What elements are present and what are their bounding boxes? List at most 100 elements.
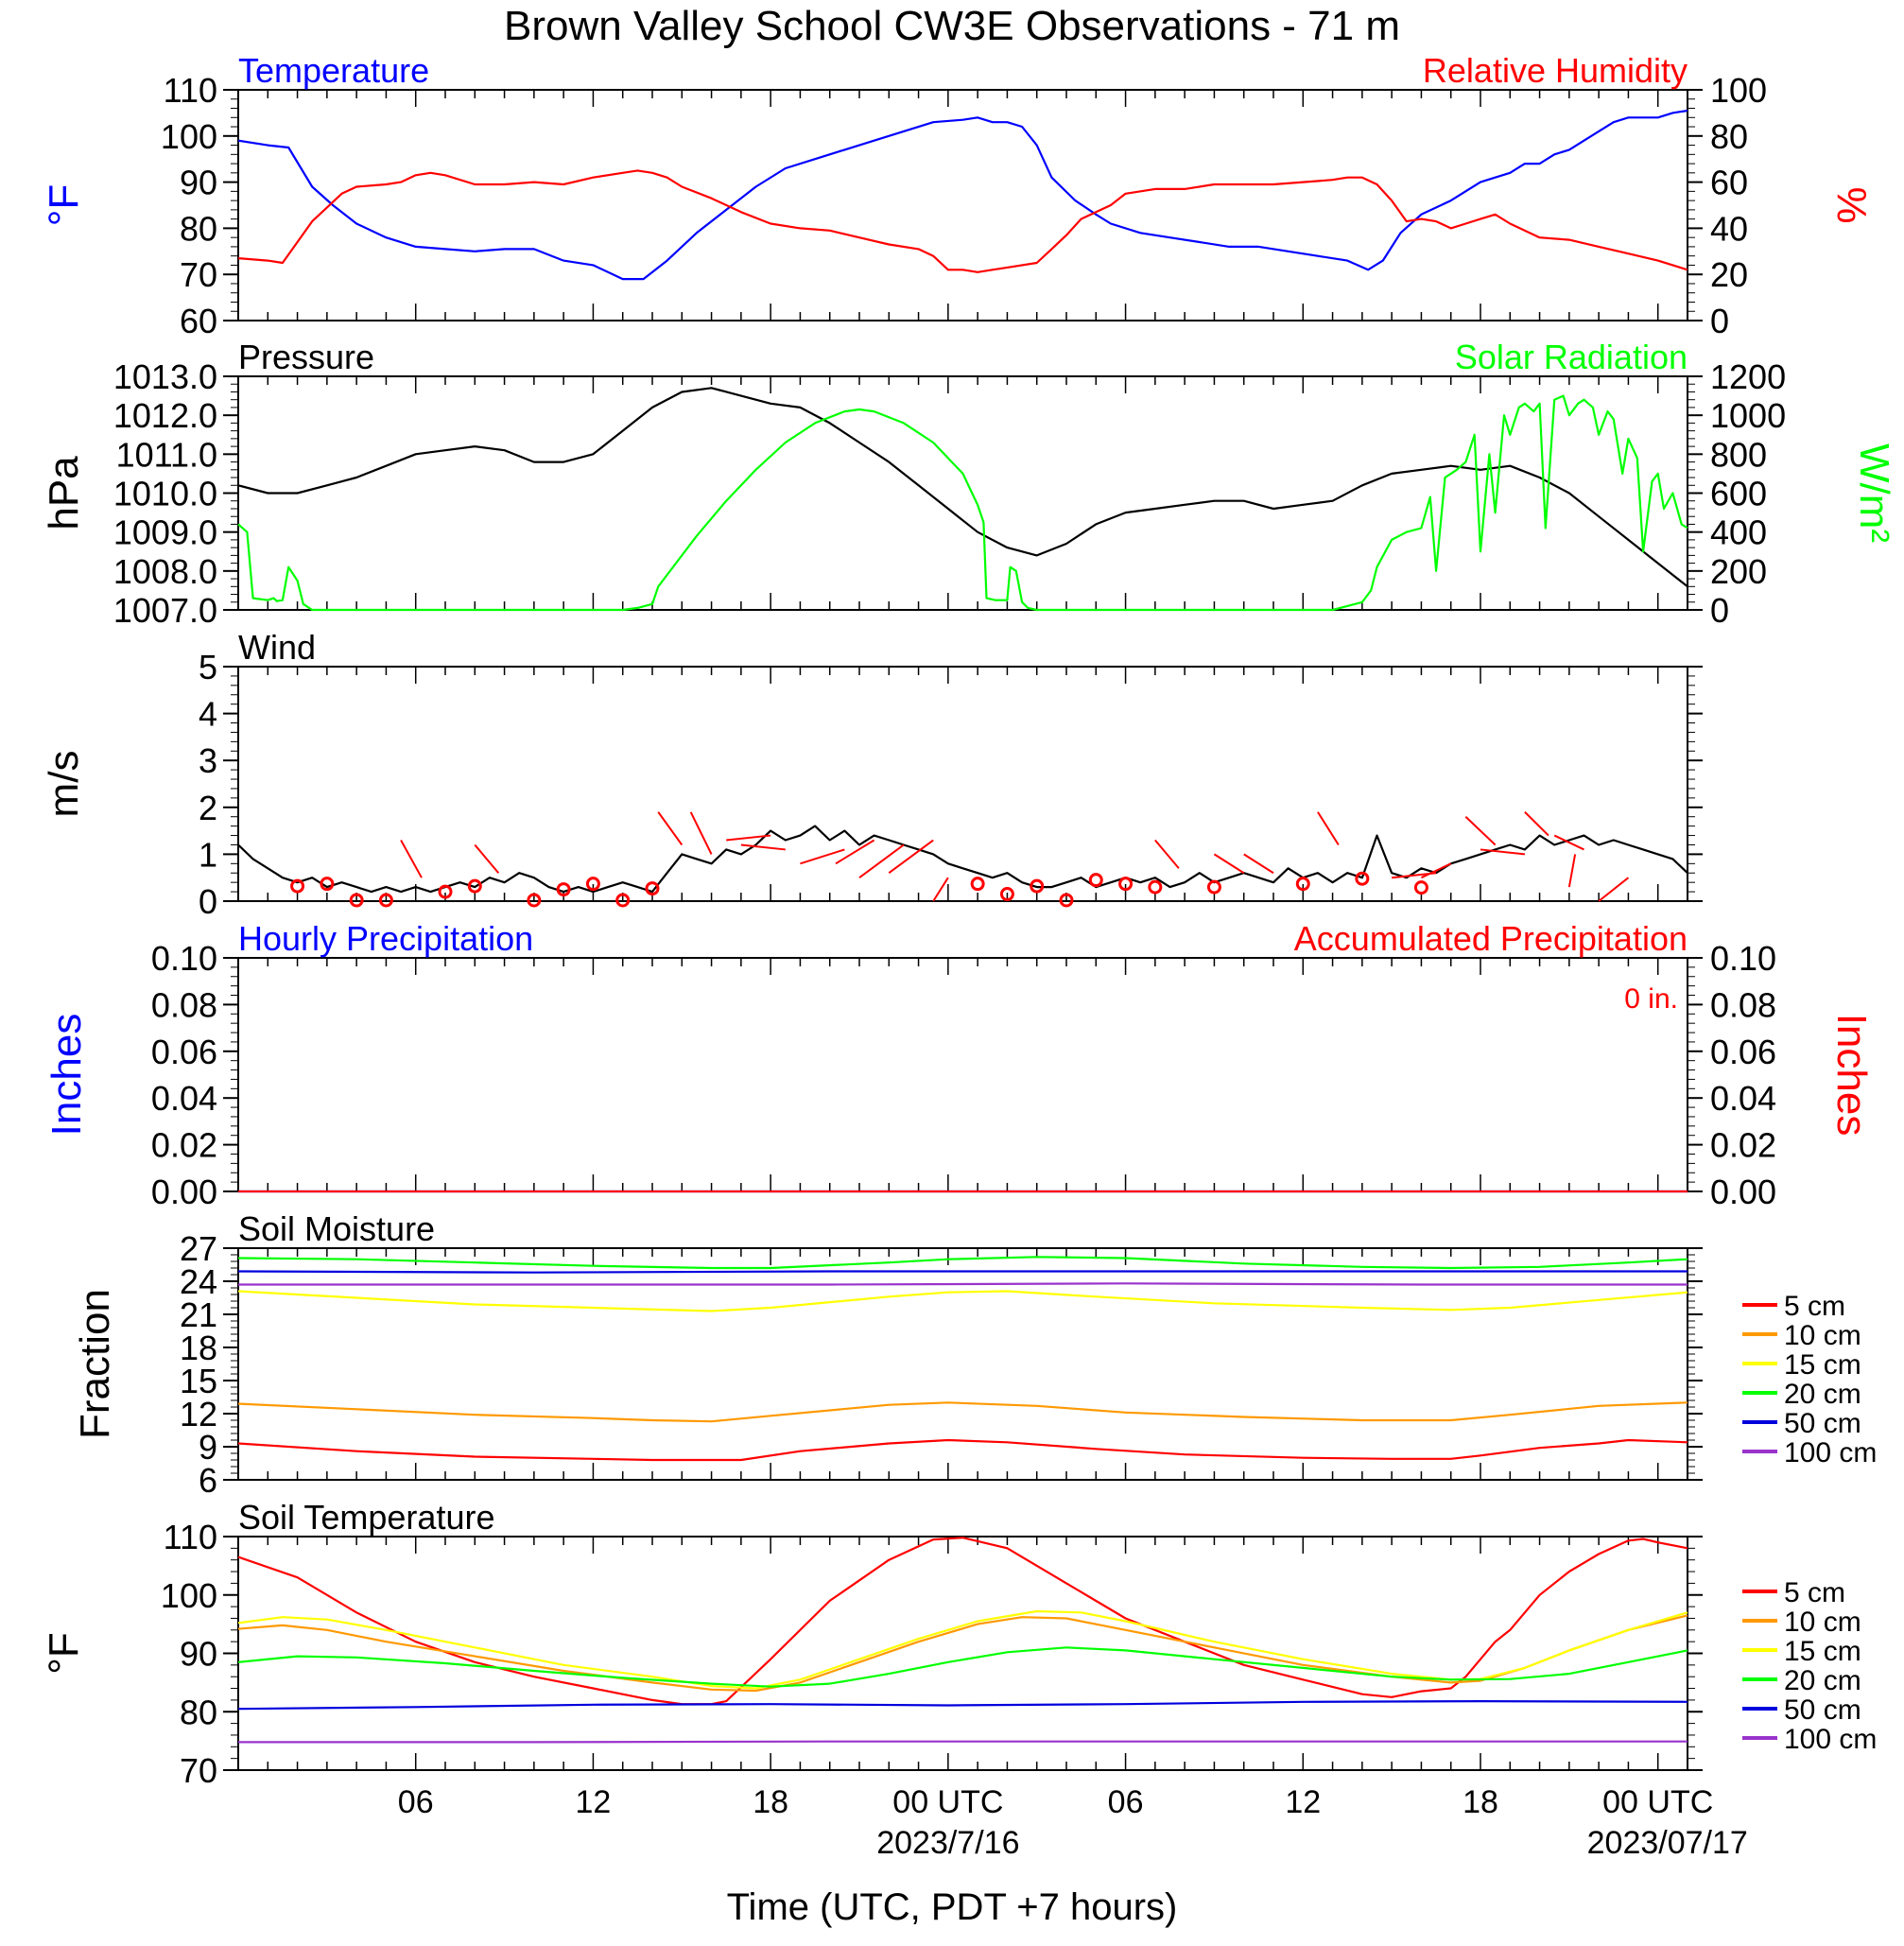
wind-barb — [689, 811, 713, 855]
panel-wind: 0 1 2 3 4 5 Wind m/s — [41, 628, 1703, 921]
y-right-tick-label: 0.10 — [1710, 939, 1776, 978]
wind-barb — [932, 877, 949, 902]
panel-title-right: Solar Radiation — [1455, 338, 1688, 376]
y-axis-label-left: hPa — [41, 456, 87, 530]
y-tick-label: 70 — [180, 1751, 217, 1790]
calm-wind-marker — [320, 877, 335, 892]
y-right-tick-label: 80 — [1710, 117, 1748, 156]
calm-wind-marker — [1118, 877, 1134, 892]
calm-wind-marker — [1059, 893, 1074, 908]
y-tick-label: 110 — [164, 1518, 217, 1556]
calm-wind-marker — [438, 884, 453, 899]
y-tick-label: 21 — [180, 1295, 217, 1334]
y-tick-label: 80 — [180, 209, 217, 248]
calm-wind-marker — [585, 877, 600, 892]
x-tick-label: 18 — [1463, 1784, 1498, 1820]
calm-wind-marker — [1295, 877, 1310, 892]
wind-barb — [1243, 853, 1274, 875]
calm-wind-marker — [556, 882, 571, 897]
y-right-tick-label: 0 — [1710, 302, 1729, 340]
y-tick-label: 0.04 — [151, 1079, 217, 1118]
y-tick-label: 90 — [180, 164, 217, 202]
y-tick-label: 2 — [199, 789, 217, 827]
series-line-temperature — [237, 109, 1688, 281]
x-tick-label: 00 UTC — [1602, 1784, 1713, 1820]
y-right-tick-label: 0.08 — [1710, 985, 1776, 1024]
y-axis-label-left: Fraction — [72, 1289, 118, 1439]
plot-frame — [237, 89, 1688, 321]
series-line-20-cm — [237, 1646, 1688, 1688]
series-line-15-cm — [237, 1290, 1688, 1312]
series-line-50-cm — [237, 1270, 1688, 1274]
series-line-5-cm — [237, 1438, 1688, 1462]
y-tick-label: 60 — [180, 302, 217, 340]
y-right-tick-label: 60 — [1710, 164, 1748, 202]
y-tick-label: 24 — [180, 1262, 217, 1301]
y-right-tick-label: 40 — [1710, 209, 1748, 248]
series-line-10-cm — [237, 1401, 1688, 1423]
calm-wind-marker — [527, 893, 542, 908]
y-axis-label-left: °F — [41, 1632, 87, 1674]
wind-barb — [474, 843, 500, 874]
series-line-5-cm — [237, 1537, 1688, 1706]
calm-wind-marker — [645, 881, 660, 896]
series-line-solar-radiation — [237, 394, 1688, 612]
wind-barb — [858, 843, 905, 879]
y-axis-label-right: % — [1828, 186, 1875, 223]
wind-barb — [1567, 854, 1577, 888]
series-line-20-cm — [237, 1256, 1688, 1270]
legend-label: 100 cm — [1784, 1724, 1877, 1755]
y-tick-label: 5 — [199, 648, 217, 686]
calm-wind-marker — [1355, 871, 1370, 886]
y-right-tick-label: 1000 — [1710, 396, 1786, 435]
calm-wind-marker — [1413, 880, 1428, 895]
panel-title-left: Soil Moisture — [238, 1209, 435, 1248]
series-line-pressure — [237, 387, 1688, 588]
x-tick-label: 06 — [1108, 1784, 1144, 1820]
legend-label: 15 cm — [1784, 1349, 1861, 1381]
y-tick-label: 1009.0 — [113, 513, 217, 552]
y-tick-label: 100 — [161, 117, 217, 156]
x-tick-label: 12 — [1285, 1784, 1321, 1820]
wind-barb — [800, 848, 845, 865]
y-axis-label-left: Inches — [43, 1014, 90, 1137]
y-tick-label: 9 — [199, 1428, 217, 1467]
legend-label: 20 cm — [1784, 1379, 1861, 1410]
y-tick-label: 1 — [199, 835, 217, 874]
y-tick-label: 80 — [180, 1693, 217, 1731]
panel-title-left: Pressure — [238, 338, 374, 376]
y-right-tick-label: 0.02 — [1710, 1126, 1776, 1165]
panel-title-left: Hourly Precipitation — [238, 919, 533, 958]
y-axis-label-left: °F — [41, 184, 87, 226]
panel-temp_rh: 60 70 80 90 100 110 0 20 40 60 80 100 Temperature Rel… — [41, 51, 1875, 340]
series-line-100-cm — [238, 1282, 1688, 1286]
legend-label: 100 cm — [1784, 1437, 1877, 1468]
y-tick-label: 27 — [180, 1229, 217, 1268]
panel-title-left: Temperature — [238, 51, 429, 90]
wind-barb — [400, 840, 423, 878]
calm-wind-marker — [349, 893, 364, 908]
y-axis-label-left: m/s — [41, 751, 87, 818]
legend-label: 5 cm — [1784, 1577, 1845, 1608]
calm-wind-marker — [378, 893, 393, 908]
y-axis-label-right: Inches — [1828, 1014, 1875, 1137]
y-tick-label: 1010.0 — [113, 475, 217, 513]
wind-barb — [835, 839, 875, 865]
calm-wind-marker — [290, 878, 305, 894]
series-line-100-cm — [238, 1740, 1688, 1744]
series-line-50-cm — [237, 1700, 1688, 1711]
panel-precip: 0.00 0.02 0.04 0.06 0.08 0.10 0.00 0.02 0.04 0.06… — [43, 919, 1875, 1211]
wind-barb — [1553, 834, 1584, 851]
x-date-label: 2023/7/16 — [876, 1825, 1019, 1861]
y-tick-label: 0 — [199, 882, 217, 921]
legend-label: 10 cm — [1784, 1607, 1861, 1638]
calm-wind-marker — [615, 893, 631, 908]
panel-title-left: Soil Temperature — [238, 1498, 494, 1537]
legend-label: 50 cm — [1784, 1408, 1861, 1439]
wind-barb — [1420, 862, 1452, 879]
panel-title-right: Accumulated Precipitation — [1294, 919, 1688, 958]
y-right-tick-label: 0.00 — [1710, 1173, 1776, 1211]
